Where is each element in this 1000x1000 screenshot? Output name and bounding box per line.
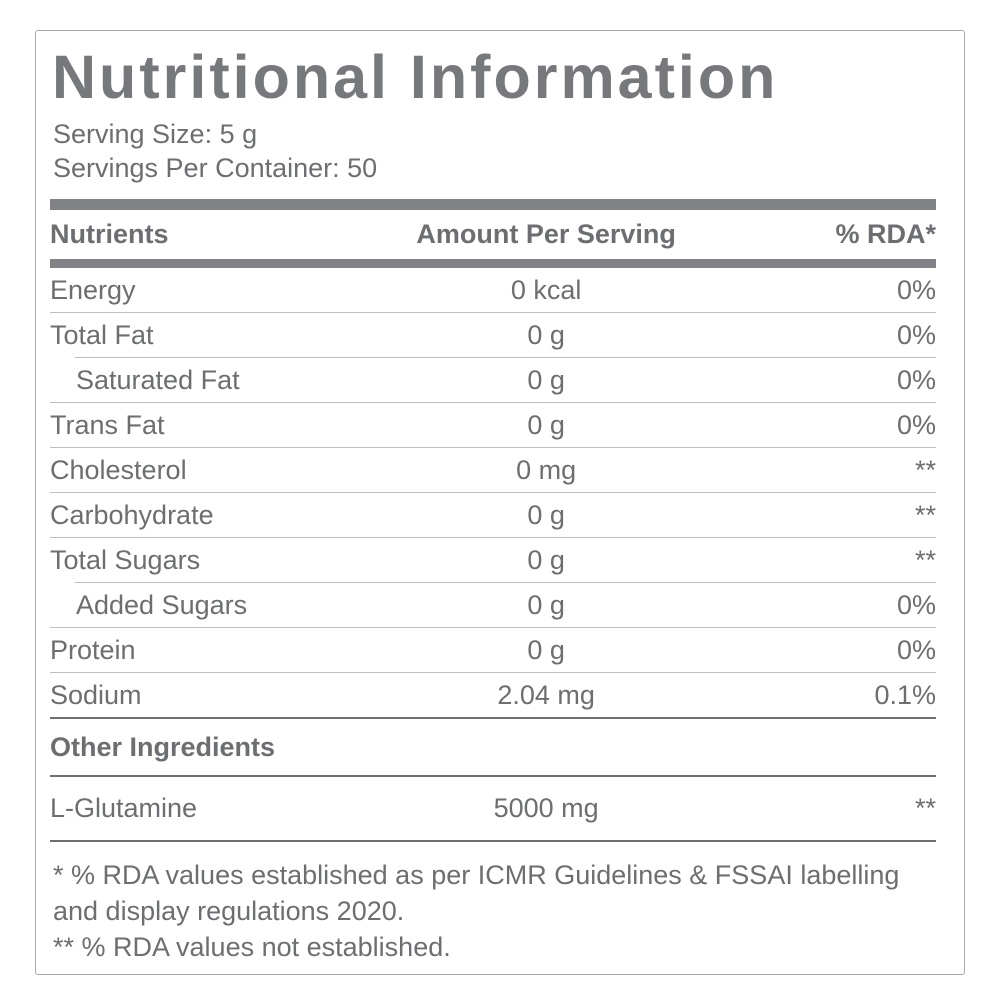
other-ingredients-heading: Other Ingredients xyxy=(50,732,276,763)
row-separator xyxy=(50,627,936,629)
section-divider xyxy=(50,775,936,778)
nutrient-name: Cholesterol xyxy=(50,454,187,485)
header-divider-bar-bottom xyxy=(50,259,936,269)
section-divider xyxy=(50,717,936,720)
nutrient-name: Added Sugars xyxy=(76,589,248,620)
nutrient-amount: 0 g xyxy=(527,499,565,530)
table-row-sodium: Sodium 2.04 mg 0.1% xyxy=(50,673,936,717)
nutrient-amount: 2.04 mg xyxy=(497,679,595,710)
table-row-added-sugars: Added Sugars 0 g 0% xyxy=(50,583,936,627)
table-row-total-sugars: Total Sugars 0 g ** xyxy=(50,538,936,582)
nutrient-amount: 0 g xyxy=(527,589,565,620)
ingredient-name: L-Glutamine xyxy=(50,793,198,824)
ingredient-rda: ** xyxy=(914,793,936,824)
page-title: Nutritional Information xyxy=(52,43,779,111)
nutrient-amount: 0 g xyxy=(527,544,565,575)
nutrient-name: Carbohydrate xyxy=(50,499,214,530)
nutrient-rda: 0% xyxy=(896,274,936,305)
nutrient-rda: 0% xyxy=(896,364,936,395)
nutrient-amount: 0 g xyxy=(527,634,565,665)
header-divider-bar-top xyxy=(50,199,936,211)
nutrient-name: Sodium xyxy=(50,679,142,710)
column-header-rda: % RDA* xyxy=(835,219,936,250)
row-separator xyxy=(50,402,936,404)
nutrient-name: Energy xyxy=(50,274,136,305)
footnote-rda-established: * % RDA values established as per ICMR G… xyxy=(53,860,900,927)
nutrient-rda: 0% xyxy=(896,589,936,620)
section-divider xyxy=(50,840,936,843)
footnote-rda-not-established: ** % RDA values not established. xyxy=(53,932,451,963)
row-separator xyxy=(50,672,936,674)
nutrient-amount: 0 g xyxy=(527,364,565,395)
row-separator xyxy=(50,447,936,449)
table-header-row: Nutrients Amount Per Serving % RDA* xyxy=(50,210,936,259)
nutrition-label-panel: Nutritional Information Serving Size: 5 … xyxy=(35,30,965,975)
nutrient-rda: 0% xyxy=(896,634,936,665)
nutrient-name: Saturated Fat xyxy=(76,364,240,395)
nutrient-rda: ** xyxy=(914,499,936,530)
table-row-l-glutamine: L-Glutamine 5000 mg ** xyxy=(50,777,936,840)
nutrient-rda: ** xyxy=(914,544,936,575)
table-row-cholesterol: Cholesterol 0 mg ** xyxy=(50,448,936,492)
nutrient-amount: 0 kcal xyxy=(510,274,582,305)
table-row-trans-fat: Trans Fat 0 g 0% xyxy=(50,403,936,447)
nutrient-name: Protein xyxy=(50,634,136,665)
column-header-amount: Amount Per Serving xyxy=(416,219,676,250)
nutrient-name: Total Fat xyxy=(50,319,154,350)
table-row-saturated-fat: Saturated Fat 0 g 0% xyxy=(50,358,936,402)
servings-per-container-text: Servings Per Container: 50 xyxy=(53,153,378,184)
nutrient-amount: 0 mg xyxy=(516,454,577,485)
ingredient-amount: 5000 mg xyxy=(493,793,599,824)
footnotes: * % RDA values established as per ICMR G… xyxy=(53,857,936,965)
serving-size-text: Serving Size: 5 g xyxy=(53,119,258,150)
row-separator xyxy=(50,537,936,539)
column-header-nutrients: Nutrients xyxy=(50,219,169,250)
row-separator xyxy=(50,492,936,494)
table-row-carbohydrate: Carbohydrate 0 g ** xyxy=(50,493,936,537)
table-row-total-fat: Total Fat 0 g 0% xyxy=(50,313,936,357)
table-row-energy: Energy 0 kcal 0% xyxy=(50,268,936,312)
nutrient-rda: 0.1% xyxy=(874,679,936,710)
nutrient-amount: 0 g xyxy=(527,409,565,440)
nutrient-amount: 0 g xyxy=(527,319,565,350)
row-separator xyxy=(50,312,936,314)
row-separator-indented xyxy=(75,582,936,584)
row-separator-indented xyxy=(75,357,936,359)
nutrient-rda: 0% xyxy=(896,409,936,440)
table-row-protein: Protein 0 g 0% xyxy=(50,628,936,672)
nutrient-name: Total Sugars xyxy=(50,544,201,575)
nutrient-rda: 0% xyxy=(896,319,936,350)
nutrient-name: Trans Fat xyxy=(50,409,165,440)
nutrient-rda: ** xyxy=(914,454,936,485)
